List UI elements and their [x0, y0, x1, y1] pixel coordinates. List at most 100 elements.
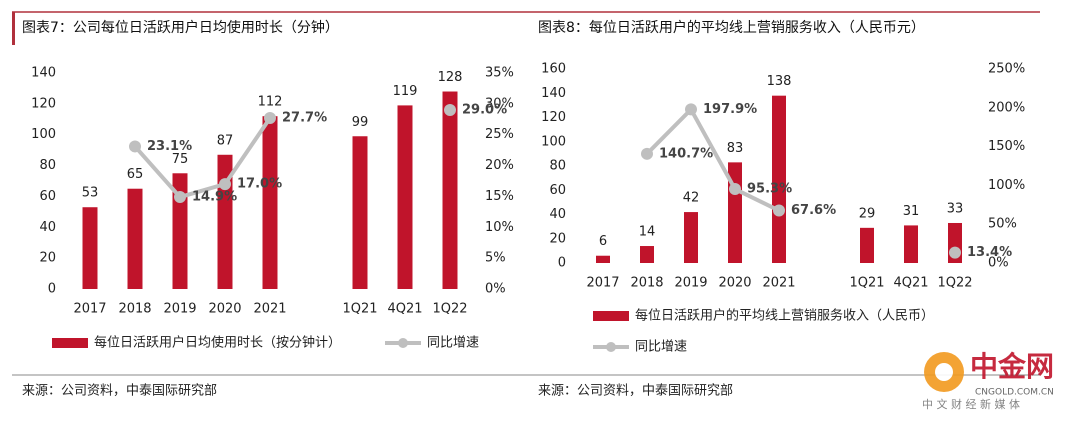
- data-label: 14: [639, 225, 656, 240]
- bar: [772, 95, 786, 263]
- legend-swatch: [606, 342, 616, 352]
- bar: [397, 105, 413, 290]
- line-marker: [219, 178, 231, 191]
- y2-tick-label: 25%: [485, 127, 514, 142]
- bar: [904, 225, 918, 263]
- bar: [596, 255, 610, 263]
- x-tick-label: 2021: [253, 302, 286, 317]
- bar: [172, 173, 188, 289]
- data-label: 138: [767, 74, 792, 89]
- x-tick-label: 2020: [208, 302, 241, 317]
- source: 来源：公司资料，中泰国际研究部: [538, 384, 733, 399]
- y-tick-label: 40: [549, 207, 566, 222]
- bar: [640, 246, 654, 263]
- x-tick-label: 1Q21: [849, 276, 884, 291]
- data-label: 99: [352, 115, 369, 130]
- x-tick-label: 2020: [718, 276, 751, 291]
- data-label: 128: [438, 70, 463, 85]
- data-label: 17.0%: [237, 177, 282, 192]
- bar: [352, 136, 368, 289]
- bar: [127, 188, 143, 289]
- y-tick-label: 0: [558, 256, 566, 271]
- legend-label: 每位日活跃用户日均使用时长（按分钟计）: [94, 335, 341, 351]
- data-label: 67.6%: [791, 203, 836, 218]
- data-label: 14.9%: [192, 190, 237, 205]
- chart-title: 图表7：公司每位日活跃用户日均使用时长（分钟）: [22, 19, 339, 36]
- y2-tick-label: 150%: [988, 139, 1025, 154]
- y2-tick-label: 30%: [485, 96, 514, 111]
- y-tick-label: 60: [39, 189, 56, 204]
- y-tick-label: 80: [549, 159, 566, 174]
- x-tick-label: 2018: [630, 276, 663, 291]
- data-label: 75: [172, 152, 189, 167]
- line-marker: [264, 112, 276, 125]
- bar: [262, 116, 278, 289]
- brand: 中金网: [970, 350, 1054, 383]
- line-marker: [949, 246, 961, 259]
- line-marker: [129, 140, 141, 153]
- legend-label: 每位日活跃用户的平均线上营销服务收入（人民币）: [635, 308, 934, 324]
- line-marker: [773, 204, 785, 217]
- legend-label: 同比增速: [427, 336, 479, 351]
- x-tick-label: 2017: [586, 276, 619, 291]
- line-marker: [444, 104, 456, 117]
- data-label: 42: [683, 191, 700, 206]
- data-label: 53: [82, 186, 99, 201]
- logo: [935, 363, 953, 381]
- source: 来源：公司资料，中泰国际研究部: [22, 384, 217, 399]
- legend-swatch: [52, 338, 88, 348]
- line-marker: [641, 147, 653, 160]
- y-tick-label: 20: [39, 251, 56, 266]
- y-tick-label: 120: [31, 96, 56, 111]
- data-label: 23.1%: [147, 139, 192, 154]
- line-marker: [174, 191, 186, 204]
- y-tick-label: 120: [541, 110, 566, 125]
- bar: [82, 207, 98, 289]
- data-label: 197.9%: [703, 102, 757, 117]
- data-label: 13.4%: [967, 245, 1012, 260]
- y-tick-label: 140: [541, 86, 566, 101]
- data-label: 83: [727, 141, 744, 156]
- y2-tick-label: 50%: [988, 217, 1017, 232]
- y2-tick-label: 5%: [485, 251, 506, 266]
- y2-tick-label: 10%: [485, 220, 514, 235]
- y-tick-label: 60: [549, 183, 566, 198]
- chart-title: 图表8：每位日活跃用户的平均线上营销服务收入（人民币元）: [538, 19, 925, 36]
- x-tick-label: 4Q21: [893, 276, 928, 291]
- data-label: 119: [393, 84, 418, 99]
- y2-tick-label: 20%: [485, 158, 514, 173]
- data-label: 95.3%: [747, 182, 792, 197]
- legend-label: 同比增速: [635, 340, 687, 355]
- data-label: 140.7%: [659, 146, 713, 161]
- data-label: 27.7%: [282, 111, 327, 126]
- x-tick-label: 1Q21: [342, 302, 377, 317]
- title-accent: [12, 12, 15, 45]
- x-tick-label: 2019: [674, 276, 707, 291]
- x-tick-label: 4Q21: [387, 302, 422, 317]
- bar: [442, 91, 458, 289]
- line-marker: [729, 183, 741, 196]
- data-label: 6: [599, 234, 607, 249]
- data-label: 29: [859, 206, 876, 221]
- y2-tick-label: 15%: [485, 189, 514, 204]
- y2-tick-label: 250%: [988, 62, 1025, 77]
- y-tick-label: 100: [31, 127, 56, 142]
- x-tick-label: 2018: [118, 302, 151, 317]
- brand-tagline: 中 文 财 经 新 媒 体: [922, 397, 1020, 411]
- y2-tick-label: 35%: [485, 66, 514, 81]
- data-label: 65: [127, 167, 144, 182]
- y2-tick-label: 200%: [988, 100, 1025, 115]
- y2-tick-label: 0%: [485, 282, 506, 297]
- x-tick-label: 1Q22: [937, 276, 972, 291]
- x-tick-label: 2019: [163, 302, 196, 317]
- bar: [684, 212, 698, 263]
- data-label: 33: [947, 201, 964, 216]
- x-tick-label: 1Q22: [432, 302, 467, 317]
- y-tick-label: 160: [541, 62, 566, 77]
- legend-swatch: [593, 311, 629, 321]
- y2-tick-label: 100%: [988, 178, 1025, 193]
- data-label: 112: [258, 95, 283, 110]
- y-tick-label: 80: [39, 158, 56, 173]
- bar: [860, 227, 874, 263]
